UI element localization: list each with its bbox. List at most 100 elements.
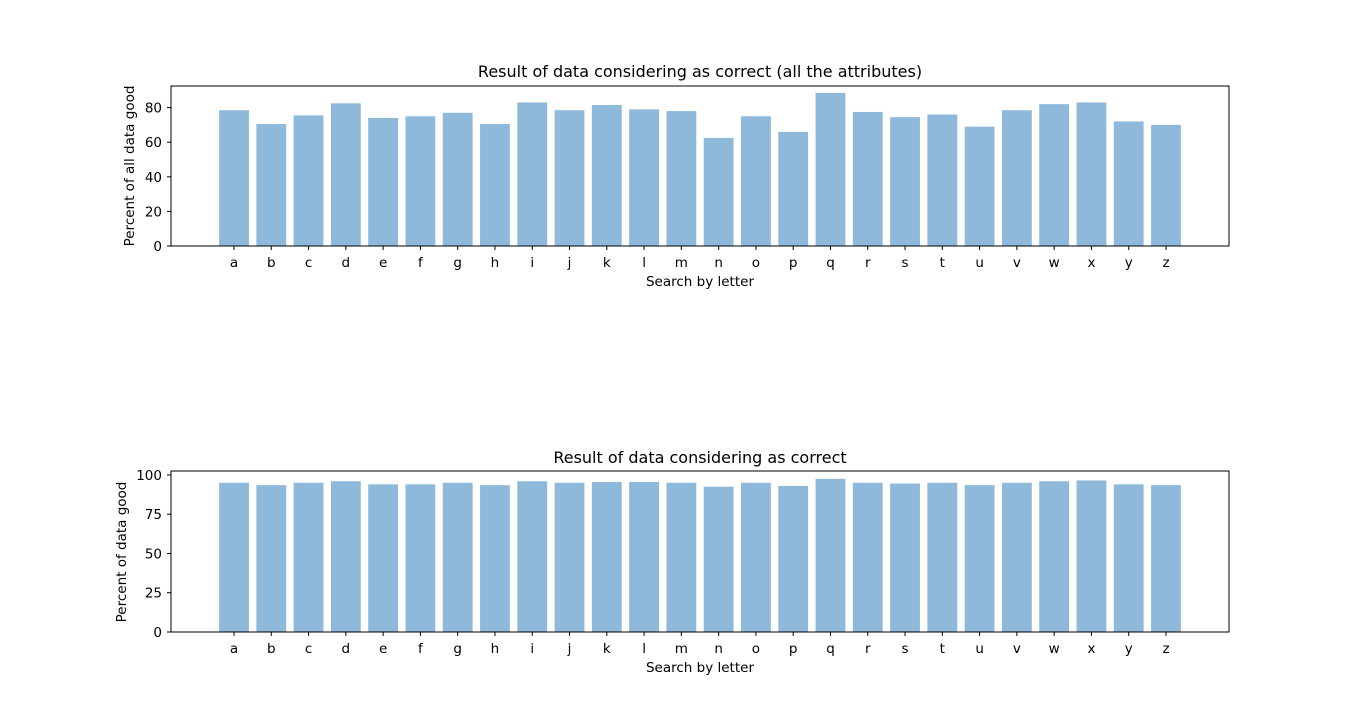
chart-bottom-bar-l bbox=[629, 481, 659, 632]
chart-bottom-y-tick-label: 50 bbox=[145, 546, 162, 562]
chart-top-x-tick-label: u bbox=[975, 255, 984, 271]
chart-top-x-tick-label: o bbox=[752, 255, 760, 271]
chart-bottom-bars bbox=[219, 478, 1181, 632]
chart-top-frame bbox=[170, 85, 1230, 247]
chart-top-x-tick-label: i bbox=[530, 255, 534, 271]
chart-bottom-x-tick-label: g bbox=[453, 641, 462, 657]
chart-top-bar-h bbox=[480, 124, 510, 246]
chart-top-x-tick-label: s bbox=[902, 255, 909, 271]
chart-bottom-y-tick-label: 100 bbox=[136, 468, 162, 484]
chart-bottom-x-tick-label: a bbox=[230, 641, 238, 657]
chart-bottom-x-tick-label: e bbox=[379, 641, 387, 657]
chart-top-bar-q bbox=[815, 92, 846, 247]
chart-bottom-bar-b bbox=[256, 485, 287, 632]
chart-bottom-bar-f bbox=[405, 484, 436, 632]
chart-bottom-bar-m bbox=[666, 482, 697, 632]
chart-top-bar-i bbox=[517, 102, 548, 246]
chart-bottom-bar-n bbox=[703, 486, 734, 632]
chart-bottom-bar-i bbox=[517, 481, 548, 632]
chart-top-x-tick-label: p bbox=[789, 255, 798, 271]
chart-top-bar-z bbox=[1151, 124, 1181, 246]
chart-top-x-tick-label: g bbox=[453, 255, 462, 271]
chart-bottom-x-tick-label: m bbox=[675, 641, 688, 657]
chart-bottom-bar-d bbox=[330, 481, 361, 632]
chart-top: Result of data considering as correct (a… bbox=[122, 62, 1230, 290]
chart-top-y-tick-label: 0 bbox=[153, 239, 162, 255]
chart-top-bar-j bbox=[554, 110, 585, 246]
chart-top-y-ticks: 0 20 40 60 80 bbox=[145, 101, 171, 255]
chart-bottom-bar-e bbox=[368, 484, 399, 632]
chart-bottom-x-tick-label: i bbox=[530, 641, 534, 657]
chart-bottom-x-tick-label: y bbox=[1125, 641, 1133, 657]
chart-bottom-bar-t bbox=[927, 482, 958, 632]
chart-bottom-bar-s bbox=[890, 483, 920, 632]
chart-bottom-bar-y bbox=[1113, 484, 1144, 632]
chart-bottom-x-tick-label: w bbox=[1049, 641, 1060, 657]
chart-top-bar-u bbox=[964, 126, 995, 246]
chart-top-x-tick-label: q bbox=[826, 255, 835, 271]
chart-top-x-tick-label: v bbox=[1013, 255, 1021, 271]
chart-top-bar-y bbox=[1113, 121, 1144, 246]
chart-top-x-tick-label: w bbox=[1049, 255, 1060, 271]
chart-bottom-x-tick-label: h bbox=[491, 641, 500, 657]
chart-bottom-x-tick-label: k bbox=[603, 641, 611, 657]
chart-bottom-y-tick-label: 0 bbox=[153, 625, 162, 641]
chart-top-title: Result of data considering as correct (a… bbox=[478, 62, 922, 81]
chart-bottom-x-tick-label: v bbox=[1013, 641, 1021, 657]
chart-bottom-x-tick-label: n bbox=[714, 641, 723, 657]
chart-top-bar-s bbox=[890, 117, 920, 246]
chart-top-bar-n bbox=[703, 137, 734, 246]
chart-bottom-bar-c bbox=[293, 482, 324, 632]
chart-bottom-x-tick-label: d bbox=[342, 641, 351, 657]
chart-bottom-bar-z bbox=[1151, 485, 1181, 632]
chart-bottom-x-tick-label: j bbox=[567, 641, 572, 657]
chart-bottom-bar-h bbox=[480, 485, 510, 632]
chart-bottom-bar-o bbox=[741, 482, 771, 632]
chart-top-x-label: Search by letter bbox=[646, 274, 754, 290]
chart-bottom-x-tick-label: u bbox=[975, 641, 984, 657]
chart-top-x-tick-label: b bbox=[267, 255, 276, 271]
chart-bottom-x-ticks: a b c d e f g h i j k l m n o p q r s t u v w x y z bbox=[230, 632, 1170, 657]
chart-top-bar-o bbox=[741, 116, 771, 247]
chart-bottom-x-tick-label: r bbox=[865, 641, 871, 657]
chart-top-x-tick-label: k bbox=[603, 255, 611, 271]
chart-top-x-ticks: a b c d e f g h i j k l m n o p q r s t u v w x y z bbox=[230, 246, 1170, 271]
chart-top-y-tick-label: 40 bbox=[145, 170, 162, 186]
chart-top-x-tick-label: l bbox=[642, 255, 646, 271]
chart-top-x-tick-label: y bbox=[1125, 255, 1133, 271]
chart-bottom-x-tick-label: x bbox=[1087, 641, 1095, 657]
chart-top-y-label: Percent of all data good bbox=[122, 86, 138, 247]
chart-top-x-tick-label: d bbox=[342, 255, 351, 271]
chart-bottom-bar-j bbox=[554, 482, 585, 632]
chart-top-bar-d bbox=[330, 103, 361, 246]
chart-top-x-tick-label: a bbox=[230, 255, 238, 271]
chart-bottom-bar-u bbox=[964, 485, 995, 632]
chart-top-x-tick-label: f bbox=[418, 255, 424, 271]
chart-top-bar-m bbox=[666, 111, 697, 246]
chart-bottom-frame bbox=[170, 470, 1230, 633]
chart-top-bar-w bbox=[1039, 104, 1070, 246]
chart-top-bar-l bbox=[629, 109, 659, 246]
chart-top-y-tick-label: 60 bbox=[145, 135, 162, 151]
chart-top-bar-p bbox=[778, 131, 809, 246]
chart-bottom-x-tick-label: q bbox=[826, 641, 835, 657]
chart-top-bar-t bbox=[927, 114, 958, 246]
chart-bottom-bar-k bbox=[591, 481, 622, 632]
chart-bottom-x-tick-label: c bbox=[305, 641, 312, 657]
chart-bottom-bar-r bbox=[852, 482, 883, 632]
chart-bottom-x-label: Search by letter bbox=[646, 660, 754, 676]
chart-bottom: Result of data considering as correct 0 2… bbox=[114, 448, 1230, 676]
chart-top-x-tick-label: z bbox=[1162, 255, 1169, 271]
chart-bottom-x-tick-label: s bbox=[902, 641, 909, 657]
chart-bottom-x-tick-label: t bbox=[940, 641, 945, 657]
chart-top-bar-e bbox=[368, 118, 399, 246]
chart-top-x-tick-label: n bbox=[714, 255, 723, 271]
chart-top-x-tick-label: c bbox=[305, 255, 312, 271]
chart-top-bar-v bbox=[1001, 110, 1032, 246]
chart-bottom-title: Result of data considering as correct bbox=[553, 448, 846, 467]
chart-top-y-tick-label: 80 bbox=[145, 101, 162, 117]
chart-top-bar-k bbox=[591, 105, 622, 246]
chart-top-y-tick-label: 20 bbox=[145, 204, 162, 220]
chart-top-bar-x bbox=[1076, 102, 1107, 246]
